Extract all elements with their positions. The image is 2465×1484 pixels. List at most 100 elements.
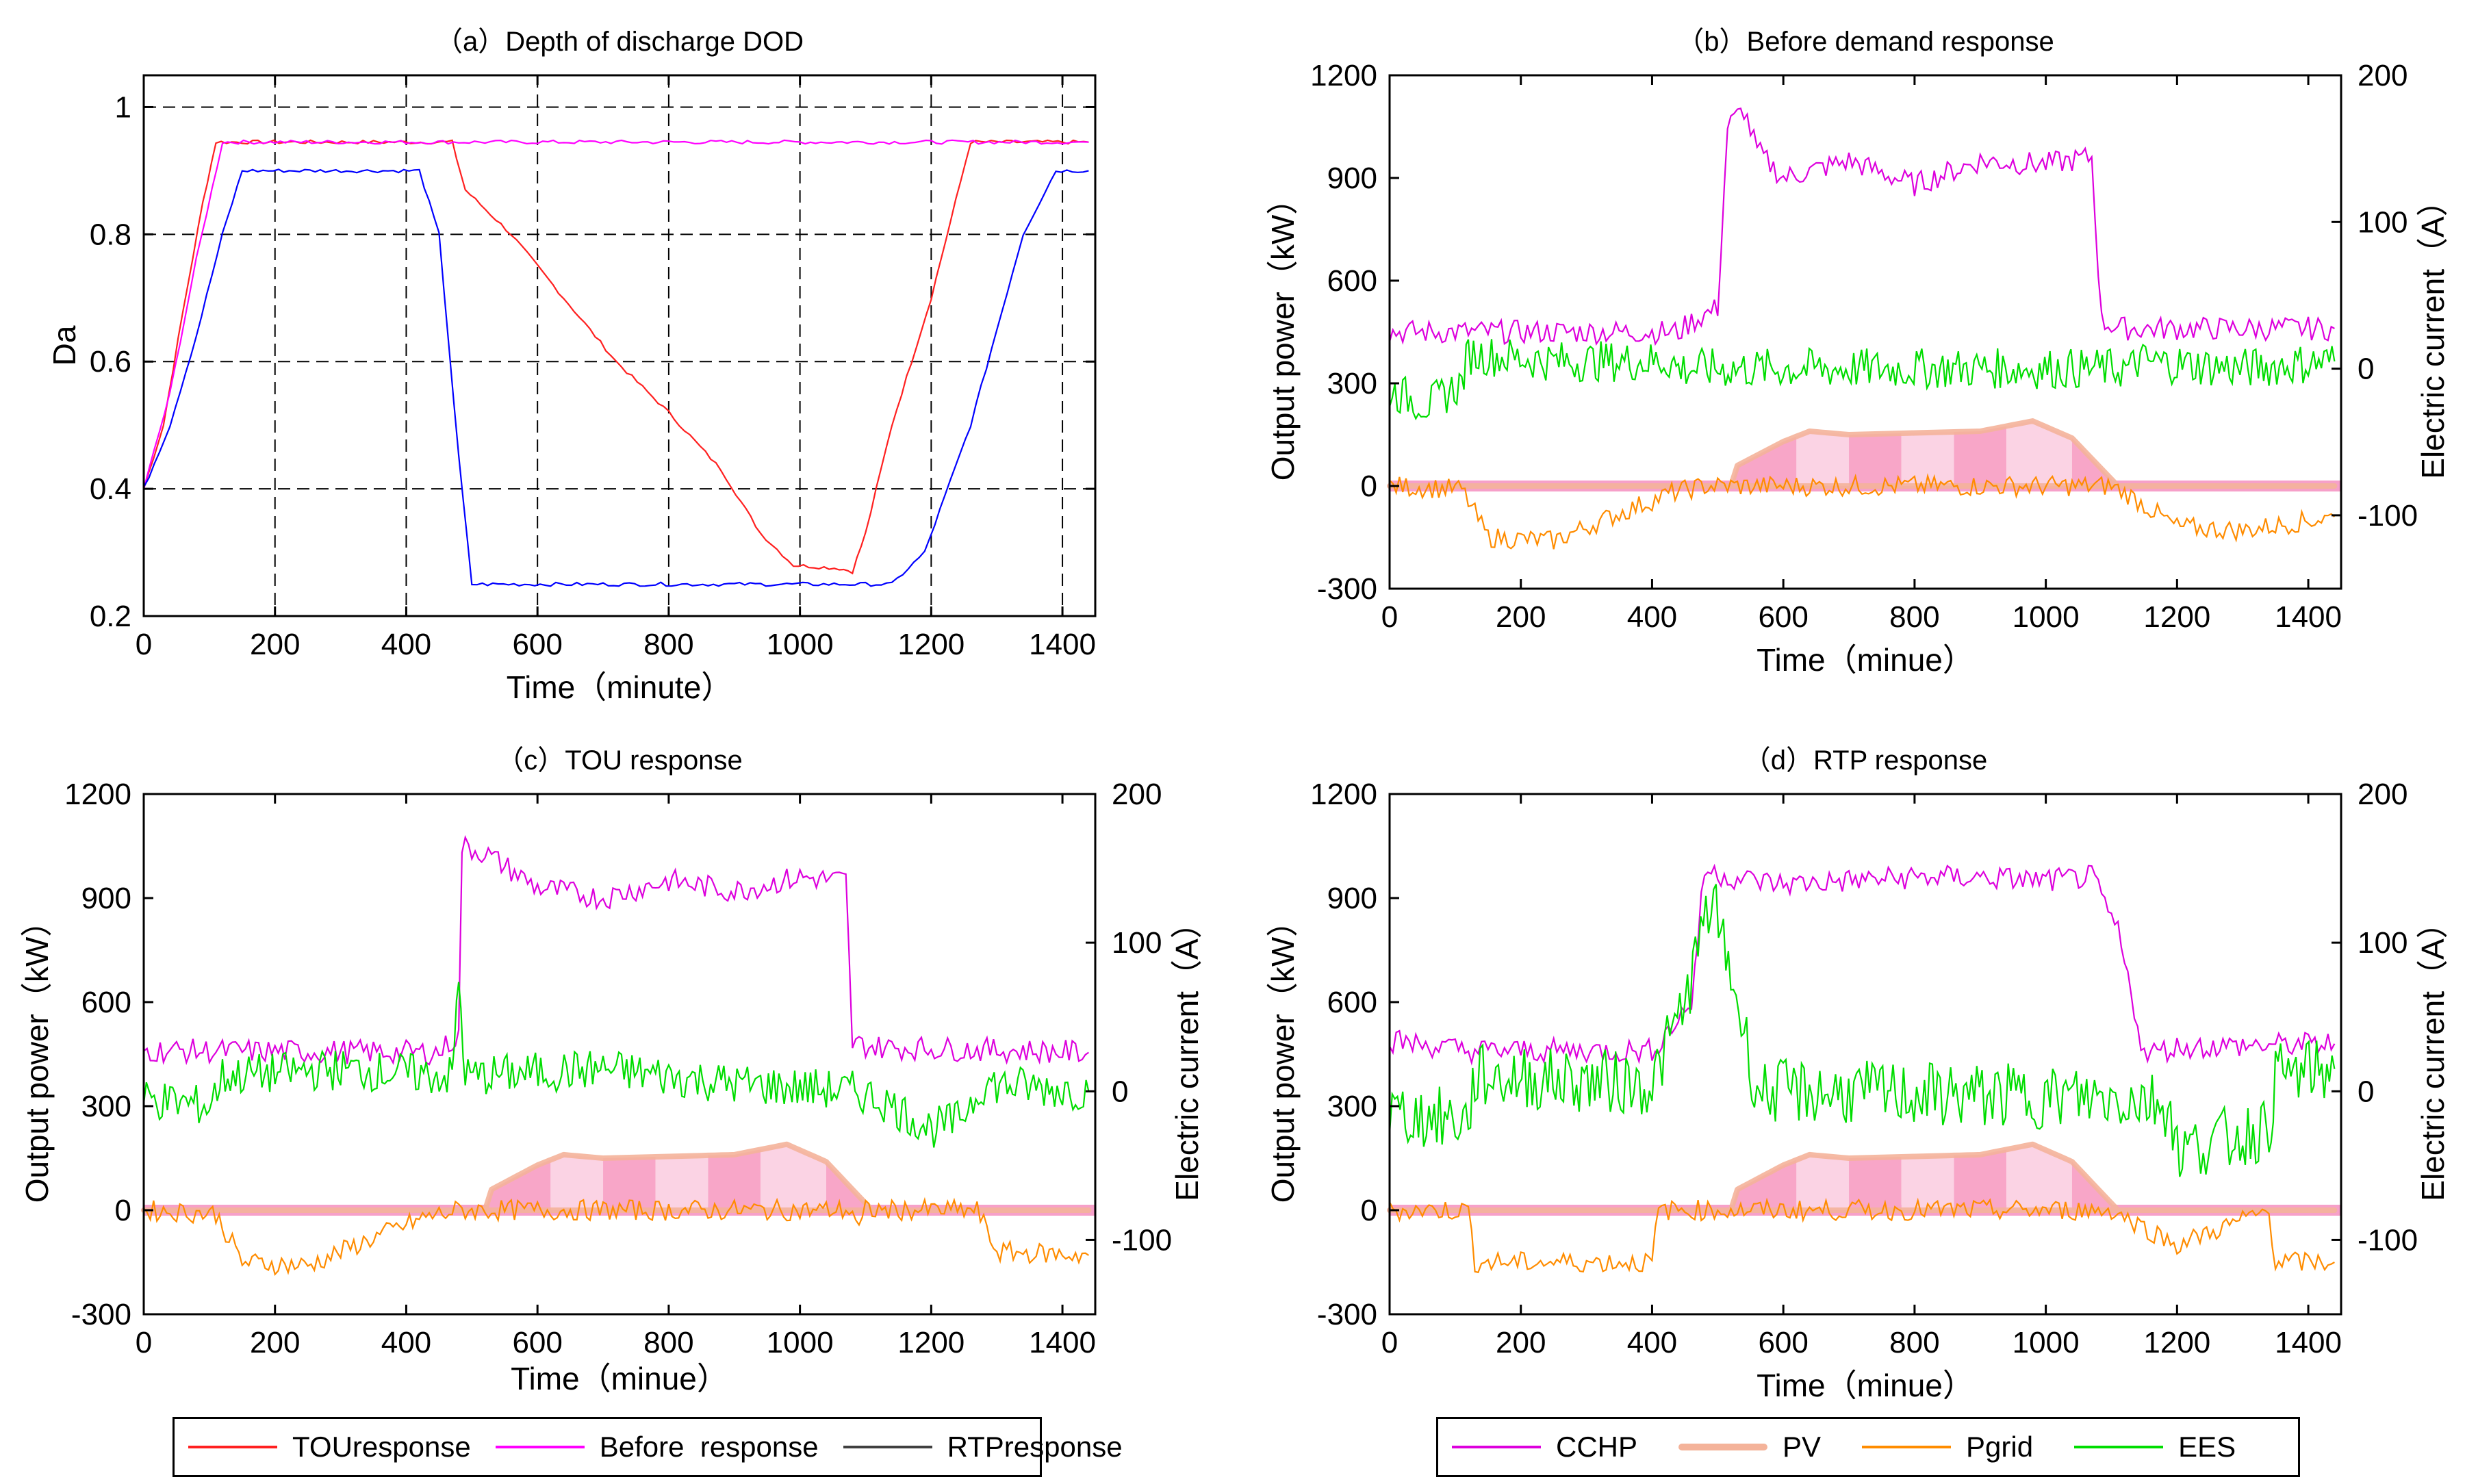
chart-title-b: （b）Before demand response [1676, 27, 2054, 57]
plot-area-c [144, 794, 1095, 1314]
series-pgrid-d [1389, 1197, 2335, 1274]
legend-item-rtp: RTPresponse [843, 1431, 1123, 1463]
xtick-label-a-200: 200 [250, 628, 300, 661]
legend-item-pgrid: Pgrid [1862, 1431, 2033, 1463]
legend-swatch-pv [1678, 1444, 1768, 1450]
axes-frame-d [1388, 793, 2342, 1316]
legend-label-ees: EES [2178, 1431, 2236, 1463]
xtick-label-d-600: 600 [1758, 1326, 1808, 1359]
chart-title-c: （c）TOU response [496, 745, 742, 776]
ytick-label-a-1: 1 [115, 90, 131, 124]
legend-label-tou: TOUresponse [292, 1431, 471, 1463]
chart-title-a: （a）Depth of discharge DOD [435, 27, 804, 57]
xtick-label-c-0: 0 [136, 1326, 152, 1359]
xtick-label-d-1400: 1400 [2275, 1326, 2342, 1359]
legend-label-before: Before response [599, 1431, 819, 1463]
ytick-label-d-300: 300 [1327, 1090, 1377, 1123]
xtick-label-b-1400: 1400 [2275, 600, 2342, 634]
y2tick-label-c-100: 100 [1112, 926, 1162, 960]
legend-label-cchp: CCHP [1556, 1431, 1638, 1463]
ytick-label-a-0.8: 0.8 [90, 218, 131, 251]
xtick-label-b-1200: 1200 [2143, 600, 2210, 634]
legend-swatch-tou [188, 1446, 277, 1448]
ytick-label-c-1200: 1200 [64, 778, 131, 811]
y2tick-label-c--100: -100 [1112, 1223, 1172, 1257]
y2-axis-label-b: Electric current（A） [2415, 185, 2451, 478]
legend-swatch-cchp [1452, 1446, 1541, 1448]
xtick-label-a-1400: 1400 [1029, 628, 1096, 661]
xtick-label-a-1000: 1000 [767, 628, 834, 661]
axes-frame-b [1388, 74, 2342, 590]
x-axis-label-a: Time（minute） [507, 669, 733, 705]
series-pgrid-c [143, 1197, 1089, 1276]
legend-item-ees: EES [2074, 1431, 2236, 1463]
legend-label-rtp: RTPresponse [947, 1431, 1123, 1463]
xtick-label-c-200: 200 [250, 1326, 300, 1359]
legend-item-cchp: CCHP [1452, 1431, 1637, 1463]
ytick-label-b-900: 900 [1327, 162, 1377, 195]
series-pv-d [1387, 1141, 2338, 1213]
y2-axis-label-c: Electric current（A） [1169, 907, 1205, 1201]
xtick-label-d-0: 0 [1381, 1326, 1398, 1359]
y2-axis-label-d: Electric current（A） [2415, 907, 2451, 1201]
xtick-label-a-400: 400 [381, 628, 431, 661]
series-rtpresponse-a [143, 168, 1089, 587]
ytick-label-a-0.2: 0.2 [90, 600, 131, 633]
x-axis-label-b: Time（minue） [1757, 642, 1974, 678]
y2tick-label-d-0: 0 [2358, 1075, 2374, 1108]
x-axis-label-d: Time（minue） [1757, 1368, 1974, 1403]
xtick-label-b-0: 0 [1381, 600, 1398, 634]
ytick-label-c-0: 0 [115, 1194, 131, 1227]
xtick-label-c-1400: 1400 [1029, 1326, 1096, 1359]
legend-power: CCHP PV Pgrid EES [1436, 1417, 2300, 1477]
y2tick-label-d-100: 100 [2358, 926, 2407, 960]
xtick-label-a-0: 0 [136, 628, 152, 661]
ytick-label-c-300: 300 [81, 1090, 131, 1123]
xtick-label-a-600: 600 [512, 628, 562, 661]
xtick-label-d-200: 200 [1496, 1326, 1546, 1359]
legend-swatch-rtp [843, 1446, 932, 1448]
series-cchp-d [1389, 863, 2336, 1066]
xtick-label-a-800: 800 [643, 628, 693, 661]
y2tick-label-b-0: 0 [2358, 353, 2374, 386]
series-cchp-c [143, 834, 1090, 1066]
xtick-label-d-400: 400 [1627, 1326, 1677, 1359]
ytick-label-d-600: 600 [1327, 986, 1377, 1019]
y2tick-label-b--100: -100 [2358, 499, 2418, 533]
xtick-label-d-1200: 1200 [2143, 1326, 2210, 1359]
y2tick-label-c-0: 0 [1112, 1075, 1128, 1108]
ytick-label-b-1200: 1200 [1310, 59, 1377, 92]
chart-title-d: （d）RTP response [1744, 745, 1987, 776]
series-cchp-b [1388, 107, 2335, 346]
xtick-label-c-600: 600 [512, 1326, 562, 1359]
y2tick-label-d--100: -100 [2358, 1223, 2418, 1257]
ytick-label-d-0: 0 [1361, 1194, 1377, 1227]
plot-area-a [144, 75, 1095, 616]
xtick-label-d-1000: 1000 [2013, 1326, 2080, 1359]
xtick-label-b-200: 200 [1496, 600, 1546, 634]
series-ees-c [142, 982, 1090, 1148]
series-ees-b [1388, 339, 2336, 421]
y2tick-label-b-100: 100 [2358, 205, 2407, 239]
chart-b: （b）Before demand response 0 200 400 600 800 10… [1265, 27, 2451, 678]
axes-frame-a [142, 74, 1097, 617]
ytick-label-c--300: -300 [71, 1298, 131, 1331]
xtick-label-b-1000: 1000 [2013, 600, 2080, 634]
y-axis-label-c: Output power（kW） [19, 906, 55, 1203]
legend-item-pv: PV [1678, 1431, 1821, 1463]
y2tick-label-b-200: 200 [2358, 59, 2407, 92]
xtick-label-a-1200: 1200 [897, 628, 965, 661]
ytick-label-b--300: -300 [1317, 572, 1377, 606]
ytick-label-a-0.6: 0.6 [90, 345, 131, 379]
series-pgrid-b [1389, 473, 2336, 550]
ytick-label-d-1200: 1200 [1310, 778, 1377, 811]
legend-swatch-pgrid [1862, 1446, 1952, 1448]
axes-frame-c [142, 793, 1097, 1316]
ytick-label-b-300: 300 [1327, 367, 1377, 400]
ytick-label-c-900: 900 [81, 882, 131, 915]
ytick-label-a-0.4: 0.4 [90, 472, 131, 506]
